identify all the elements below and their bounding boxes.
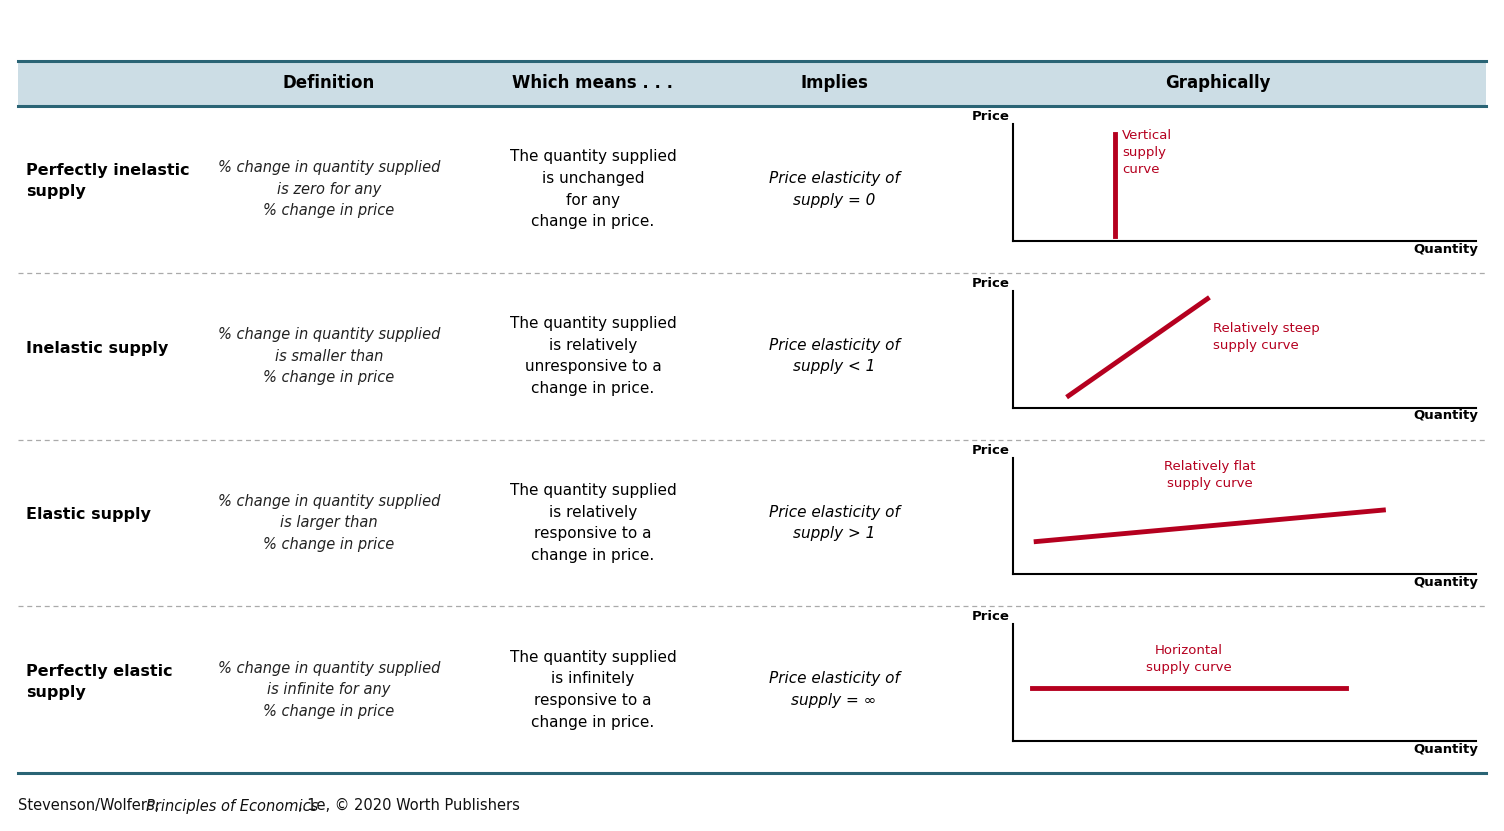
Text: The quantity supplied
is unchanged
for any
change in price.: The quantity supplied is unchanged for a…: [510, 150, 677, 229]
Text: Elastic supply: Elastic supply: [26, 508, 150, 523]
Text: Inelastic supply: Inelastic supply: [26, 341, 168, 356]
Bar: [18, 61, 1486, 106]
Text: Stevenson/Wolfers,: Stevenson/Wolfers,: [18, 799, 164, 814]
Text: Implies: Implies: [800, 75, 868, 92]
Text: Price elasticity of
supply = 0: Price elasticity of supply = 0: [769, 171, 899, 208]
Text: Price: Price: [972, 277, 1011, 290]
Text: Quantity: Quantity: [1414, 243, 1478, 256]
Text: Quantity: Quantity: [1414, 743, 1478, 756]
Text: % change in quantity supplied
is larger than
% change in price: % change in quantity supplied is larger …: [218, 494, 441, 552]
Text: Vertical
supply
curve: Vertical supply curve: [1122, 129, 1172, 176]
Text: Graphically: Graphically: [1166, 75, 1271, 92]
Text: Perfectly inelastic
supply: Perfectly inelastic supply: [26, 164, 190, 199]
Text: The quantity supplied
is infinitely
responsive to a
change in price.: The quantity supplied is infinitely resp…: [510, 650, 677, 730]
Text: Quantity: Quantity: [1414, 410, 1478, 422]
Text: Horizontal
supply curve: Horizontal supply curve: [1146, 645, 1232, 675]
Text: Which means . . .: Which means . . .: [513, 75, 674, 92]
Text: Price: Price: [972, 110, 1011, 123]
Text: , 1e, © 2020 Worth Publishers: , 1e, © 2020 Worth Publishers: [298, 799, 520, 814]
Text: Relatively steep
supply curve: Relatively steep supply curve: [1214, 322, 1321, 352]
Text: Price elasticity of
supply < 1: Price elasticity of supply < 1: [769, 338, 899, 375]
Text: Quantity: Quantity: [1414, 576, 1478, 589]
Text: % change in quantity supplied
is smaller than
% change in price: % change in quantity supplied is smaller…: [218, 327, 441, 386]
Text: Price elasticity of
supply > 1: Price elasticity of supply > 1: [769, 504, 899, 541]
Text: The quantity supplied
is relatively
unresponsive to a
change in price.: The quantity supplied is relatively unre…: [510, 317, 677, 396]
Text: Price: Price: [972, 444, 1011, 456]
Text: % change in quantity supplied
is zero for any
% change in price: % change in quantity supplied is zero fo…: [218, 160, 441, 219]
Text: Price elasticity of
supply = ∞: Price elasticity of supply = ∞: [769, 671, 899, 708]
Text: Perfectly elastic
supply: Perfectly elastic supply: [26, 664, 173, 700]
Text: Relatively flat
supply curve: Relatively flat supply curve: [1164, 460, 1256, 490]
Text: Definition: Definition: [283, 75, 374, 92]
Text: The quantity supplied
is relatively
responsive to a
change in price.: The quantity supplied is relatively resp…: [510, 483, 677, 563]
Text: Principles of Economics: Principles of Economics: [146, 799, 319, 814]
Text: Price: Price: [972, 610, 1011, 623]
Text: % change in quantity supplied
is infinite for any
% change in price: % change in quantity supplied is infinit…: [218, 661, 441, 719]
